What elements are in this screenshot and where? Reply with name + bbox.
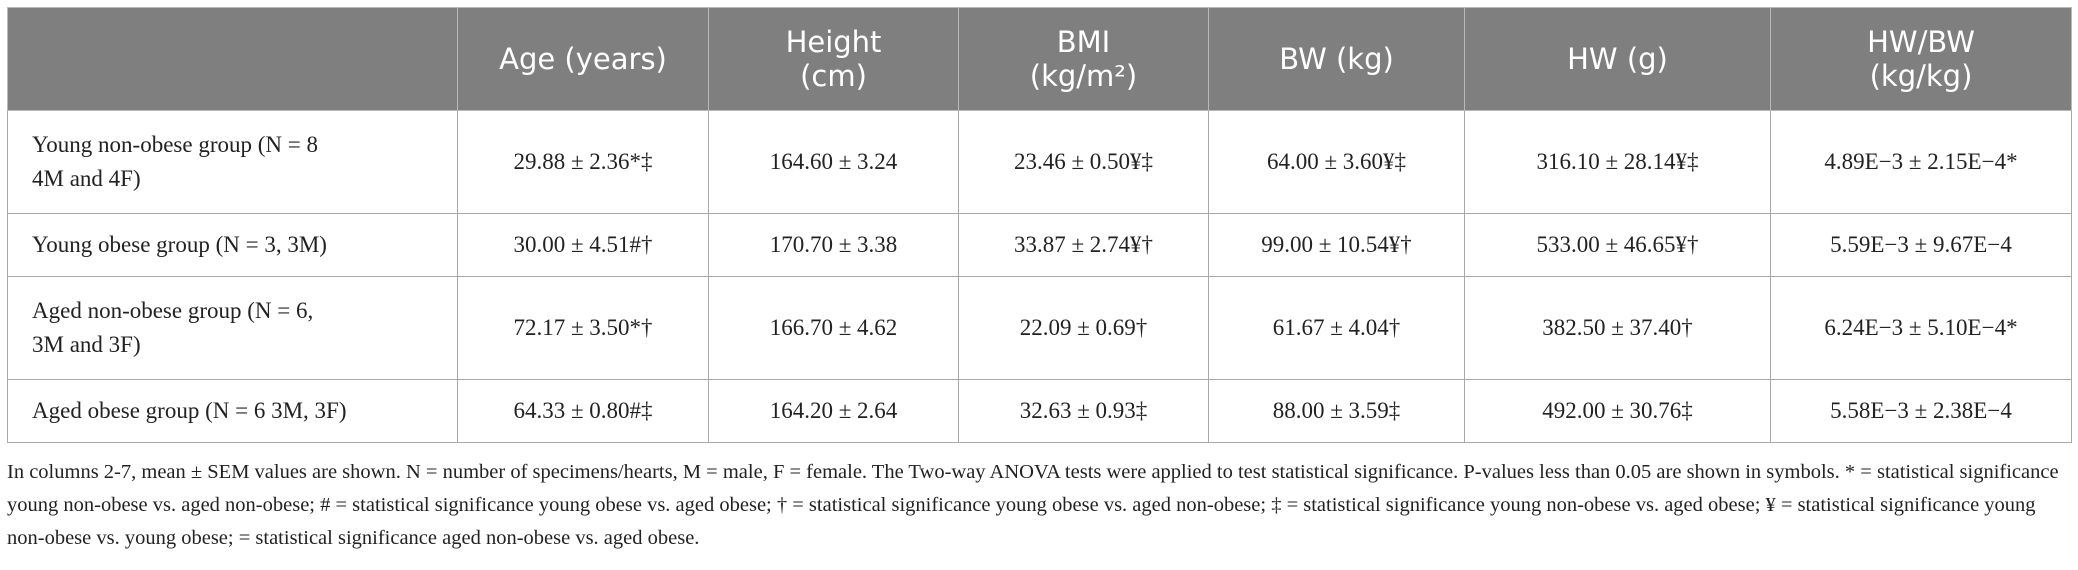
corner-cell xyxy=(7,7,458,111)
table-cell: 492.00 ± 30.76‡ xyxy=(1464,379,1771,443)
column-header: Age (years) xyxy=(457,7,709,111)
table-cell: 316.10 ± 28.14¥‡ xyxy=(1464,110,1771,214)
table-cell: 72.17 ± 3.50*† xyxy=(457,276,709,380)
table-cell: 5.59E−3 ± 9.67E−4 xyxy=(1770,213,2072,277)
table-cell: 22.09 ± 0.69† xyxy=(958,276,1209,380)
column-header: BW (kg) xyxy=(1208,7,1465,111)
row-label: Aged obese group (N = 6 3M, 3F) xyxy=(7,379,458,443)
table-cell: 164.60 ± 3.24 xyxy=(708,110,959,214)
column-header: Height (cm) xyxy=(708,7,959,111)
table-cell: 29.88 ± 2.36*‡ xyxy=(457,110,709,214)
row-label: Young obese group (N = 3, 3M) xyxy=(7,213,458,277)
table-cell: 4.89E−3 ± 2.15E−4* xyxy=(1770,110,2072,214)
table-cell: 32.63 ± 0.93‡ xyxy=(958,379,1209,443)
table-row: Aged non-obese group (N = 6, 3M and 3F) 7… xyxy=(7,276,2072,380)
table-body: Young non-obese group (N = 8 4M and 4F) 2… xyxy=(7,110,2072,443)
table-cell: 88.00 ± 3.59‡ xyxy=(1208,379,1465,443)
header-row: Age (years) Height (cm) BMI (kg/m²) BW (kg)… xyxy=(7,7,2072,111)
table-cell: 64.33 ± 0.80#‡ xyxy=(457,379,709,443)
column-header: BMI (kg/m²) xyxy=(958,7,1209,111)
table-row: Young obese group (N = 3, 3M) 30.00 ± 4.5… xyxy=(7,213,2072,277)
table-cell: 533.00 ± 46.65¥† xyxy=(1464,213,1771,277)
table-cell: 23.46 ± 0.50¥‡ xyxy=(958,110,1209,214)
row-label: Aged non-obese group (N = 6, 3M and 3F) xyxy=(7,276,458,380)
table-cell: 6.24E−3 ± 5.10E−4* xyxy=(1770,276,2072,380)
table-cell: 64.00 ± 3.60¥‡ xyxy=(1208,110,1465,214)
table-cell: 99.00 ± 10.54¥† xyxy=(1208,213,1465,277)
table-cell: 5.58E−3 ± 2.38E−4 xyxy=(1770,379,2072,443)
data-table: Age (years) Height (cm) BMI (kg/m²) BW (kg)… xyxy=(7,7,2072,443)
table-cell: 166.70 ± 4.62 xyxy=(708,276,959,380)
table-cell: 170.70 ± 3.38 xyxy=(708,213,959,277)
column-header: HW (g) xyxy=(1464,7,1771,111)
table-row: Young non-obese group (N = 8 4M and 4F) 2… xyxy=(7,110,2072,214)
table-cell: 164.20 ± 2.64 xyxy=(708,379,959,443)
row-label: Young non-obese group (N = 8 4M and 4F) xyxy=(7,110,458,214)
table-cell: 30.00 ± 4.51#† xyxy=(457,213,709,277)
table-cell: 33.87 ± 2.74¥† xyxy=(958,213,1209,277)
table-row: Aged obese group (N = 6 3M, 3F) 64.33 ± 0… xyxy=(7,379,2072,443)
table-cell: 61.67 ± 4.04† xyxy=(1208,276,1465,380)
footnote: In columns 2-7, mean ± SEM values are sh… xyxy=(7,461,2059,549)
column-header: HW/BW (kg/kg) xyxy=(1770,7,2072,111)
table-cell: 382.50 ± 37.40† xyxy=(1464,276,1771,380)
